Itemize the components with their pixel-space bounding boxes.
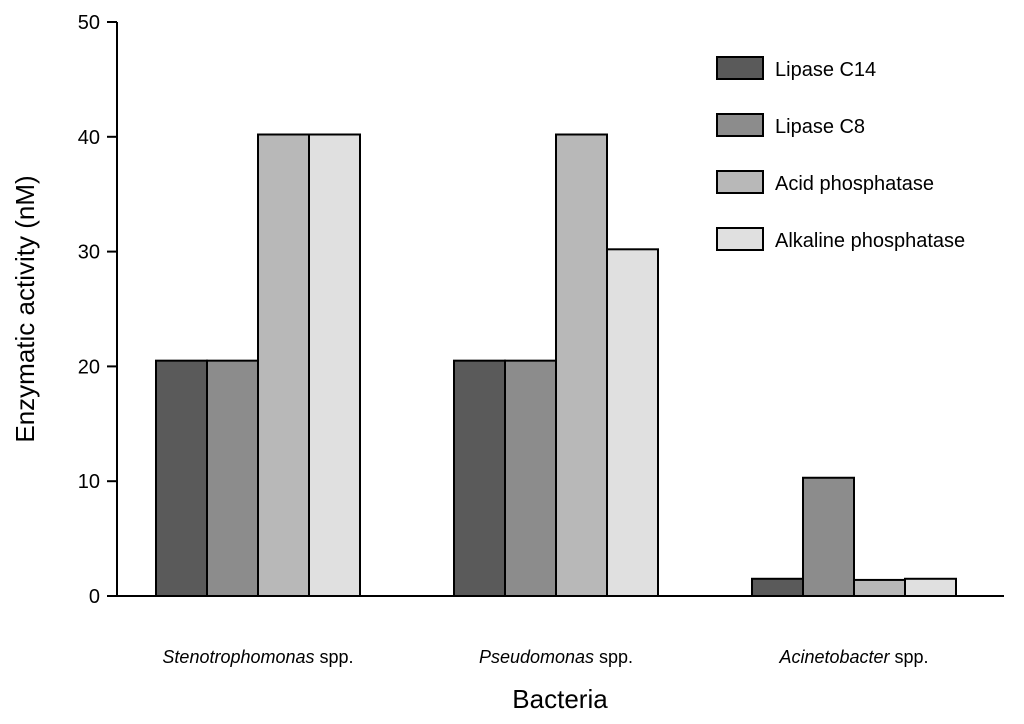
legend-swatch xyxy=(716,56,764,80)
legend-label: Lipase C14 xyxy=(775,59,876,81)
bar-acid-phosphatase-pseudomonas xyxy=(555,133,608,597)
legend-swatch xyxy=(716,113,764,137)
bar-lipase-c8-pseudomonas xyxy=(504,359,557,597)
legend-swatch xyxy=(716,170,764,194)
bar-acid-phosphatase-acinetobacter xyxy=(853,578,906,597)
y-tick-label: 0 xyxy=(89,586,100,608)
legend-label: Acid phosphatase xyxy=(775,173,934,195)
y-tick-label: 50 xyxy=(78,12,100,34)
bar-alkaline-phosphatase-pseudomonas xyxy=(606,248,659,598)
legend-label: Lipase C8 xyxy=(775,116,865,138)
legend-swatch xyxy=(716,227,764,251)
bar-lipase-c14-acinetobacter xyxy=(751,577,804,598)
y-ticks: 0 10 20 30 40 50 xyxy=(78,12,117,608)
category-label: Pseudomonas spp. xyxy=(479,647,633,667)
bar-lipase-c8-stenotrophomonas xyxy=(206,359,259,597)
bar-lipase-c14-stenotrophomonas xyxy=(155,359,208,597)
y-tick-label: 10 xyxy=(78,471,100,493)
y-tick-label: 20 xyxy=(78,356,100,378)
bar-acid-phosphatase-stenotrophomonas xyxy=(257,133,310,597)
legend: Lipase C14 Lipase C8 Acid phosphatase Alkal… xyxy=(716,56,965,252)
legend-label: Alkaline phosphatase xyxy=(775,230,965,252)
bar-lipase-c14-pseudomonas xyxy=(453,359,506,597)
x-axis-title: Bacteria xyxy=(512,684,608,714)
category-label: Acinetobacter spp. xyxy=(778,647,928,667)
bars xyxy=(155,133,957,598)
bar-alkaline-phosphatase-acinetobacter xyxy=(904,577,957,598)
y-axis-title: Enzymatic activity (nM) xyxy=(10,175,40,442)
bar-lipase-c8-acinetobacter xyxy=(802,476,855,598)
y-tick-label: 30 xyxy=(78,242,100,264)
category-label: Stenotrophomonas spp. xyxy=(162,647,353,667)
category-labels: Stenotrophomonas spp. Pseudomonas spp. Aci… xyxy=(162,647,928,667)
bar-alkaline-phosphatase-stenotrophomonas xyxy=(308,133,361,597)
y-tick-label: 40 xyxy=(78,127,100,149)
